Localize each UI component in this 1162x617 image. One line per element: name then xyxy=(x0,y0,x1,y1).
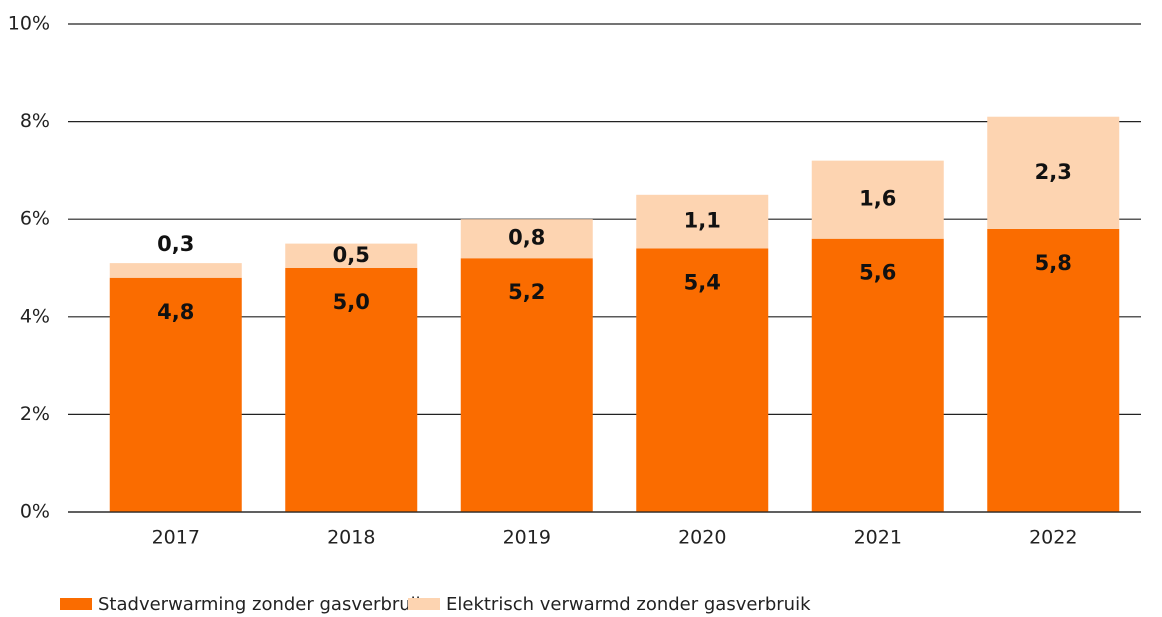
bar-segment xyxy=(109,263,242,278)
bar-segment xyxy=(285,243,418,268)
value-label: 1,1 xyxy=(684,209,721,233)
y-tick-label: 4% xyxy=(20,305,50,327)
x-tick-label: 2022 xyxy=(1029,527,1077,549)
bar-segment xyxy=(109,277,242,512)
legend-swatch xyxy=(408,598,440,610)
value-label: 2,3 xyxy=(1035,160,1072,184)
x-tick-label: 2021 xyxy=(854,527,902,549)
bar-segment xyxy=(636,194,769,249)
value-label: 5,8 xyxy=(1035,251,1072,275)
bar-segment xyxy=(811,160,944,239)
bar-segment xyxy=(460,258,593,512)
value-label: 1,6 xyxy=(859,187,896,211)
y-tick-label: 0% xyxy=(20,501,50,523)
legend-swatch xyxy=(60,598,92,610)
bar-segment xyxy=(987,228,1120,512)
x-tick-label: 2018 xyxy=(327,527,375,549)
value-label: 5,2 xyxy=(508,280,545,304)
bar-segment xyxy=(811,238,944,512)
y-tick-label: 8% xyxy=(20,110,50,132)
x-tick-label: 2019 xyxy=(503,527,551,549)
bar-segment xyxy=(636,248,769,513)
bar-segment xyxy=(285,268,418,512)
value-label: 0,3 xyxy=(157,232,194,256)
y-tick-label: 2% xyxy=(20,403,50,425)
value-label: 4,8 xyxy=(157,300,194,324)
x-tick-label: 2020 xyxy=(678,527,726,549)
bar-segment xyxy=(460,219,593,259)
x-tick-label: 2017 xyxy=(152,527,200,549)
value-label: 5,0 xyxy=(333,290,370,314)
legend-label: Stadverwarming zonder gasverbruik xyxy=(98,594,427,615)
value-label: 0,8 xyxy=(508,226,545,250)
y-tick-label: 10% xyxy=(8,13,50,35)
legend-label: Elektrisch verwarmd zonder gasverbruik xyxy=(446,594,811,615)
y-tick-label: 6% xyxy=(20,208,50,230)
value-label: 5,6 xyxy=(859,261,896,285)
value-label: 0,5 xyxy=(333,243,370,267)
value-label: 5,4 xyxy=(684,270,721,294)
bar-segment xyxy=(987,116,1120,229)
